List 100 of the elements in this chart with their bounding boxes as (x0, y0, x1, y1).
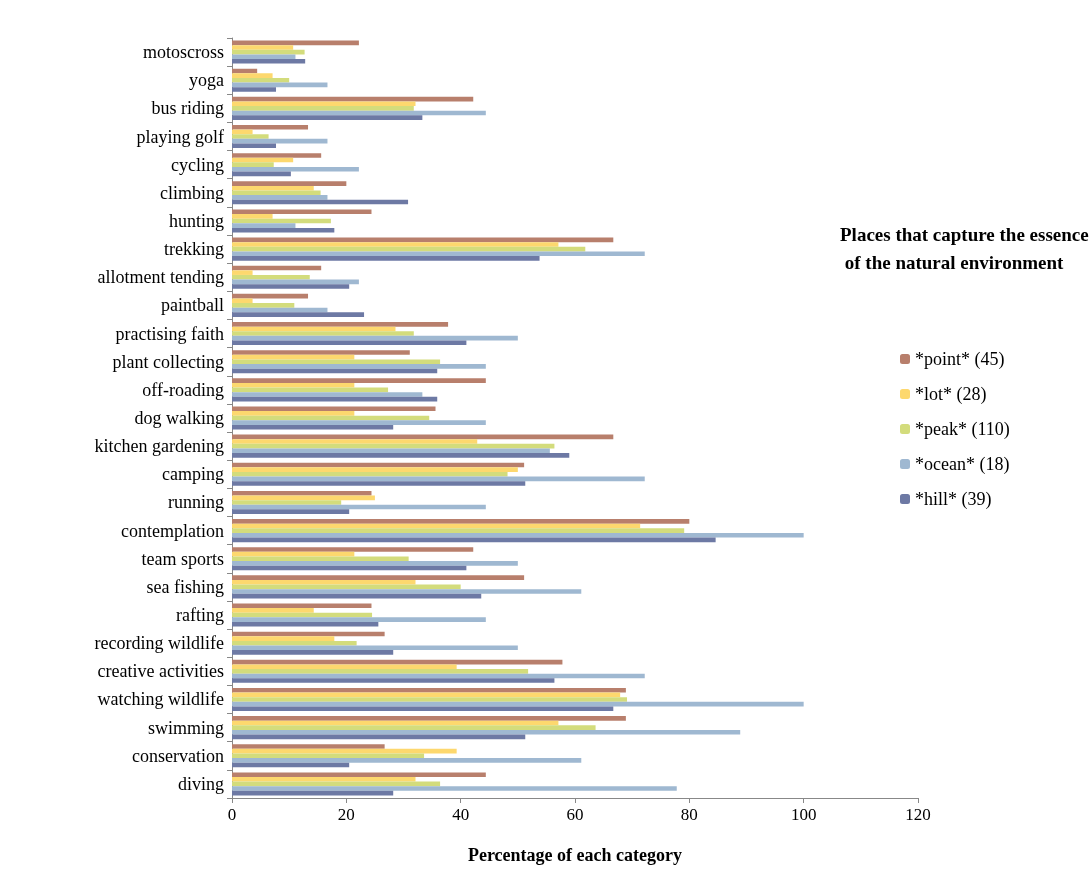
y-tick-label: recording wildlife (94, 633, 224, 654)
bar (232, 589, 582, 594)
legend-label: *hill* (39) (915, 489, 992, 510)
bar (232, 617, 486, 622)
bar (232, 439, 478, 444)
x-tick-label: 0 (227, 805, 237, 824)
bar (232, 579, 416, 585)
bar (232, 481, 526, 486)
bar (232, 744, 385, 749)
y-tick-label: kitchen gardening (94, 436, 224, 457)
y-tick-label: practising faith (115, 323, 224, 344)
bar (232, 786, 677, 791)
bar (232, 143, 277, 149)
y-tick-label: plant collecting (112, 351, 224, 372)
bar (232, 181, 347, 186)
y-tick-label: bus riding (151, 98, 224, 119)
bar (232, 256, 540, 261)
bar (232, 424, 394, 430)
bar (232, 697, 628, 702)
bar (232, 645, 518, 651)
y-tick-label: off-roading (142, 379, 224, 400)
bar (232, 45, 294, 50)
bar (232, 532, 804, 538)
bar (232, 115, 423, 120)
bar (232, 725, 596, 730)
bar (232, 284, 350, 289)
bar (232, 509, 350, 514)
y-tick-label: trekking (164, 239, 224, 260)
y-tick-label: conservation (132, 745, 224, 766)
y-tick-label: contemplation (121, 520, 224, 541)
bar (232, 331, 414, 336)
y-tick-label: playing golf (136, 126, 224, 147)
bar (232, 209, 372, 215)
bar (232, 411, 355, 416)
bar (232, 406, 436, 412)
x-tick-label: 80 (680, 805, 698, 824)
bar (232, 298, 253, 304)
bar (232, 448, 550, 454)
bar (232, 772, 486, 777)
y-tick-label: rafting (176, 605, 224, 626)
legend-label: *ocean* (18) (915, 454, 1010, 475)
bar (232, 378, 486, 383)
y-tick-label: cycling (171, 154, 224, 175)
bar (232, 716, 626, 721)
x-axis-title: Percentage of each category (467, 845, 683, 865)
bar (232, 322, 449, 327)
bar (232, 227, 335, 233)
bar (232, 519, 690, 524)
bar (232, 678, 555, 683)
legend-title: Places that capture the essence of the natural environment (840, 223, 1089, 273)
bar (232, 729, 741, 735)
legend-label: *point* (45) (915, 349, 1005, 370)
bar (232, 77, 290, 83)
bar (232, 153, 322, 158)
bar (232, 758, 582, 763)
bar (232, 195, 328, 200)
bar (232, 134, 269, 139)
y-tick-label: hunting (168, 210, 224, 231)
bar (232, 664, 457, 670)
bar (232, 303, 295, 308)
bar (232, 223, 296, 228)
bar (232, 87, 277, 92)
y-tick-label: running (168, 492, 224, 513)
bar (232, 185, 314, 191)
bar (232, 59, 306, 64)
bar (232, 650, 394, 655)
bar (232, 242, 559, 247)
legend-label: *peak* (110) (915, 419, 1010, 440)
bar (232, 706, 614, 712)
y-tick-label: yoga (189, 70, 224, 91)
x-tick-label: 40 (452, 805, 470, 824)
bar (232, 420, 486, 425)
bar (232, 500, 342, 505)
bar (232, 73, 273, 78)
bar (232, 669, 529, 674)
bar (232, 364, 486, 369)
bar (232, 124, 309, 130)
x-tick-label: 60 (566, 805, 584, 824)
x-tick-label: 100 (790, 805, 817, 824)
bar (232, 251, 645, 257)
y-tick-label: allotment tending (97, 267, 224, 288)
y-tick-label: climbing (160, 182, 224, 203)
legend-label: *lot* (28) (915, 384, 987, 405)
x-tick-label: 20 (337, 805, 355, 824)
bar (232, 270, 253, 275)
bar (232, 382, 355, 388)
y-tick-label: sea fishing (146, 576, 224, 597)
y-tick-label: diving (177, 773, 224, 794)
y-tick-label: dog walking (134, 408, 224, 428)
bar (232, 166, 359, 172)
bar (232, 608, 314, 613)
bar (232, 312, 365, 317)
bar (232, 636, 335, 641)
bar (232, 350, 410, 355)
bar (232, 753, 425, 759)
bar (232, 561, 518, 566)
bar (232, 101, 416, 107)
bar (232, 528, 685, 533)
y-tick-label: paintball (161, 295, 224, 316)
bar (232, 490, 372, 496)
